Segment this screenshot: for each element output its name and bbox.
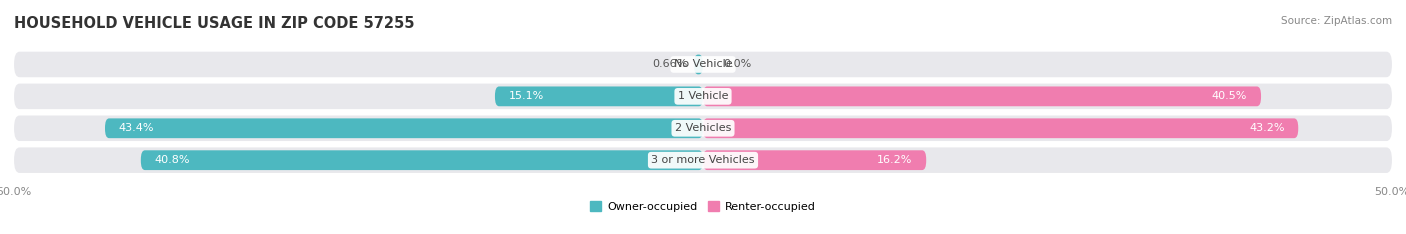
FancyBboxPatch shape <box>105 118 703 138</box>
Text: 43.2%: 43.2% <box>1249 123 1285 133</box>
FancyBboxPatch shape <box>14 116 1392 141</box>
Text: 0.0%: 0.0% <box>724 59 752 69</box>
FancyBboxPatch shape <box>703 118 1298 138</box>
Text: 16.2%: 16.2% <box>877 155 912 165</box>
Text: 0.66%: 0.66% <box>652 59 688 69</box>
Text: 15.1%: 15.1% <box>509 91 544 101</box>
Legend: Owner-occupied, Renter-occupied: Owner-occupied, Renter-occupied <box>586 197 820 216</box>
FancyBboxPatch shape <box>703 150 927 170</box>
Text: 40.8%: 40.8% <box>155 155 190 165</box>
FancyBboxPatch shape <box>14 52 1392 77</box>
Text: 1 Vehicle: 1 Vehicle <box>678 91 728 101</box>
Text: Source: ZipAtlas.com: Source: ZipAtlas.com <box>1281 16 1392 26</box>
FancyBboxPatch shape <box>141 150 703 170</box>
FancyBboxPatch shape <box>14 84 1392 109</box>
Text: HOUSEHOLD VEHICLE USAGE IN ZIP CODE 57255: HOUSEHOLD VEHICLE USAGE IN ZIP CODE 5725… <box>14 16 415 31</box>
Text: 2 Vehicles: 2 Vehicles <box>675 123 731 133</box>
Text: No Vehicle: No Vehicle <box>673 59 733 69</box>
FancyBboxPatch shape <box>14 147 1392 173</box>
FancyBboxPatch shape <box>695 55 703 74</box>
Text: 40.5%: 40.5% <box>1212 91 1247 101</box>
Text: 3 or more Vehicles: 3 or more Vehicles <box>651 155 755 165</box>
FancyBboxPatch shape <box>495 87 703 106</box>
FancyBboxPatch shape <box>703 87 1261 106</box>
Text: 43.4%: 43.4% <box>118 123 155 133</box>
